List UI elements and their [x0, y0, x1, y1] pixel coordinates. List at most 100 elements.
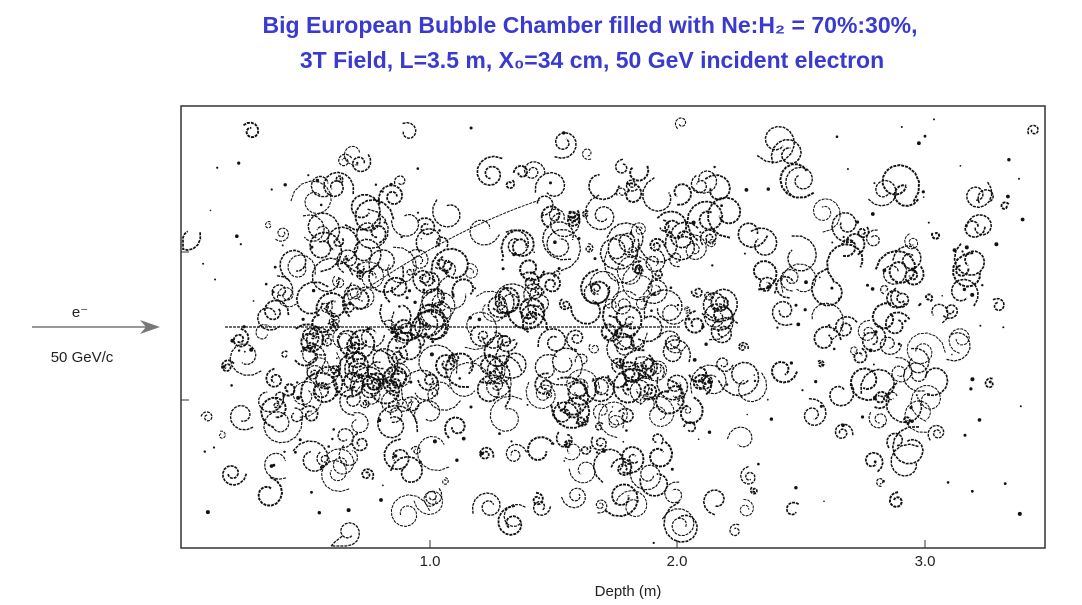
bubble: [307, 174, 309, 176]
track: [804, 399, 826, 426]
bubble: [708, 431, 711, 434]
track: [403, 123, 416, 139]
bubble: [951, 354, 953, 356]
bubble: [269, 411, 271, 413]
bubble: [688, 318, 691, 321]
slide: Big European Bubble Chamber filled with …: [0, 0, 1082, 605]
bubble: [720, 204, 723, 207]
bubble: [438, 229, 441, 232]
bubble: [671, 468, 674, 471]
track: [266, 222, 271, 228]
bubble: [622, 441, 624, 443]
bubble: [625, 429, 628, 432]
bubble: [382, 191, 384, 193]
track: [685, 307, 690, 313]
bubble: [458, 377, 461, 380]
bubble: [474, 287, 476, 289]
bubble: [470, 406, 473, 409]
track: [751, 487, 757, 494]
track: [953, 253, 980, 287]
bubble: [501, 259, 503, 261]
bubble: [312, 289, 315, 292]
track: [506, 444, 526, 461]
bubble: [296, 396, 300, 400]
track: [352, 433, 367, 450]
track: [665, 482, 682, 503]
bubble: [375, 184, 377, 186]
track: [292, 408, 303, 422]
track: [928, 425, 943, 440]
track: [657, 375, 688, 400]
track: [739, 343, 748, 351]
bubble: [947, 481, 950, 484]
bubble: [602, 449, 606, 453]
track: [890, 492, 902, 507]
track: [650, 442, 672, 467]
beam-particle: e⁻: [72, 304, 88, 321]
bubble: [965, 245, 969, 249]
track: [740, 499, 753, 515]
title-line: 3T Field, L=3.5 m, X₀=34 cm, 50 GeV inci…: [300, 47, 884, 73]
track: [827, 244, 862, 281]
bubble: [345, 258, 348, 261]
track: [275, 228, 288, 241]
bubble: [973, 304, 975, 306]
track: [562, 488, 586, 508]
bubble: [214, 279, 216, 281]
bubble: [230, 339, 234, 343]
bubble: [838, 298, 840, 300]
bubble: [923, 196, 925, 198]
track: [780, 164, 814, 197]
track: [501, 230, 534, 257]
bubble: [963, 288, 966, 291]
track: [646, 249, 665, 272]
bubble: [470, 127, 473, 130]
track: [415, 336, 424, 348]
track: [416, 229, 440, 253]
bubble: [417, 167, 420, 170]
track: [818, 361, 824, 367]
track: [705, 175, 730, 199]
bubble: [843, 236, 845, 238]
track: [538, 329, 565, 351]
track: [345, 285, 362, 299]
bubble: [629, 336, 631, 338]
bubble: [413, 301, 416, 304]
bubble: [651, 368, 653, 370]
track: [272, 276, 292, 302]
bubble: [828, 324, 830, 326]
bubble: [794, 486, 797, 489]
bubble: [713, 166, 715, 168]
track: [353, 154, 371, 171]
bubble: [614, 330, 618, 334]
bubble: [284, 183, 287, 186]
track: [282, 351, 288, 357]
bubble: [489, 371, 492, 374]
bubble: [462, 437, 466, 441]
bubble: [981, 284, 983, 286]
track: [371, 226, 385, 243]
bubble: [594, 257, 597, 260]
bubble: [701, 325, 704, 328]
bubble: [299, 438, 302, 441]
bubble: [562, 131, 565, 134]
track: [560, 299, 570, 309]
title-line: Big European Bubble Chamber filled with …: [263, 12, 918, 38]
track: [201, 412, 212, 421]
bubble: [873, 396, 877, 400]
bubble: [296, 381, 298, 383]
track: [230, 406, 253, 430]
bubble: [910, 406, 913, 409]
track: [265, 453, 286, 479]
track: [675, 118, 685, 129]
track: [836, 317, 857, 336]
bubble: [626, 388, 629, 391]
bubble: [372, 386, 374, 388]
track: [727, 427, 752, 447]
bubble: [754, 380, 756, 382]
bubble: [969, 387, 972, 390]
bubble: [767, 285, 771, 289]
bubble: [230, 384, 233, 387]
bubble: [770, 417, 773, 420]
bubble: [883, 269, 887, 273]
